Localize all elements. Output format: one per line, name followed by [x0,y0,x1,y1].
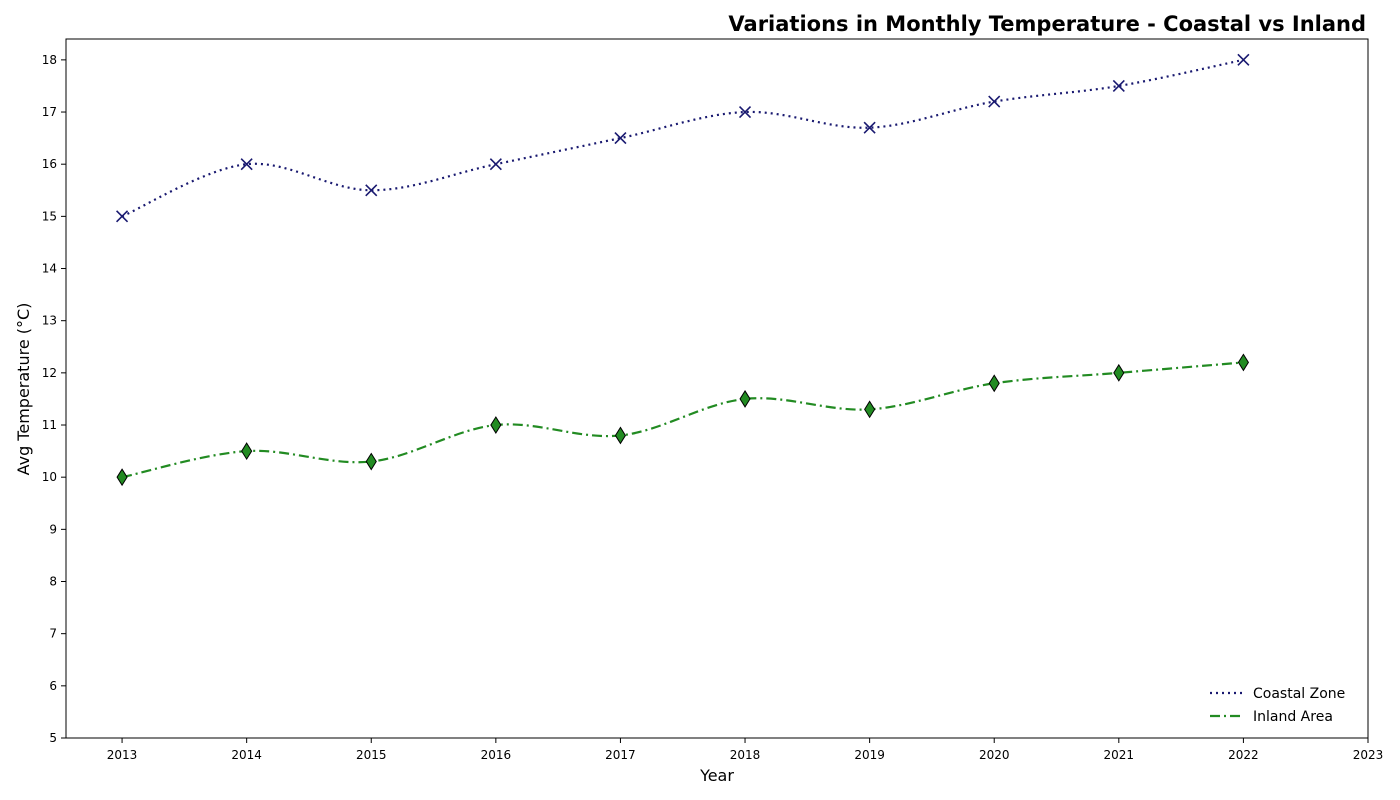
x-axis-label: Year [699,766,734,785]
data-point-s2-7 [864,400,876,419]
y-tick-label-11: 11 [42,418,57,432]
y-tick-label-7: 7 [49,627,57,641]
x-tick-label-2022: 2022 [1228,748,1259,762]
x-tick-label-2019: 2019 [854,748,885,762]
data-point-s1-10 [1237,53,1250,66]
y-tick-label-8: 8 [49,575,57,589]
y-tick-label-15: 15 [42,209,57,223]
data-point-s1-5 [614,132,627,145]
x-tick-label-2013: 2013 [107,748,138,762]
x-tick-label-2015: 2015 [356,748,387,762]
data-point-s1-9 [1112,79,1125,93]
data-point-s2-3 [365,452,377,471]
y-tick-label-6: 6 [49,679,57,693]
x-tick-label-2021: 2021 [1104,748,1135,762]
x-tick-label-2016: 2016 [481,748,512,762]
legend-label-2: Inland Area [1253,709,1333,725]
y-tick-label-10: 10 [42,470,57,484]
plot-area [116,53,1250,487]
x-tick-label-2014: 2014 [231,748,262,762]
legend: Coastal Zone Inland Area [1210,686,1345,725]
data-point-s2-4 [490,416,502,434]
y-tick-label-12: 12 [42,366,57,380]
x-tick-label-2017: 2017 [605,748,636,762]
data-point-s2-2 [241,442,253,461]
data-point-s1-7 [863,121,876,134]
x-tick-label-2020: 2020 [979,748,1010,762]
data-point-s1-1 [116,210,129,223]
chart-title: Variations in Monthly Temperature - Coas… [728,12,1366,36]
y-tick-label-9: 9 [49,522,57,536]
data-point-s2-10 [1237,353,1249,372]
data-point-s2-1 [116,468,128,487]
data-point-s1-8 [988,95,1001,108]
data-point-s1-4 [489,158,502,171]
legend-label-1: Coastal Zone [1253,686,1345,702]
series-line-1 [121,58,1244,218]
y-tick-label-17: 17 [42,105,57,119]
series-line-2 [121,361,1244,479]
data-point-s2-9 [1113,363,1125,382]
y-axis-label: Avg Temperature (°C) [14,303,33,476]
data-point-s1-6 [738,105,752,119]
data-point-s2-8 [988,374,1000,393]
y-tick-label-16: 16 [42,157,57,171]
data-point-s2-5 [614,426,627,445]
y-tick-label-13: 13 [42,314,57,328]
data-point-s1-2 [240,158,253,171]
data-point-s2-6 [739,389,751,408]
y-tick-label-14: 14 [42,262,57,276]
data-point-s1-3 [365,184,378,197]
y-tick-label-5: 5 [49,731,57,745]
y-tick-label-18: 18 [42,53,57,67]
axes: 2013 2014 2015 2016 2017 2018 2019 2020 2021 2022… [42,38,1384,762]
x-tick-label-2023: 2023 [1353,748,1384,762]
x-tick-label-2018: 2018 [730,748,761,762]
plot-frame [65,38,1369,739]
